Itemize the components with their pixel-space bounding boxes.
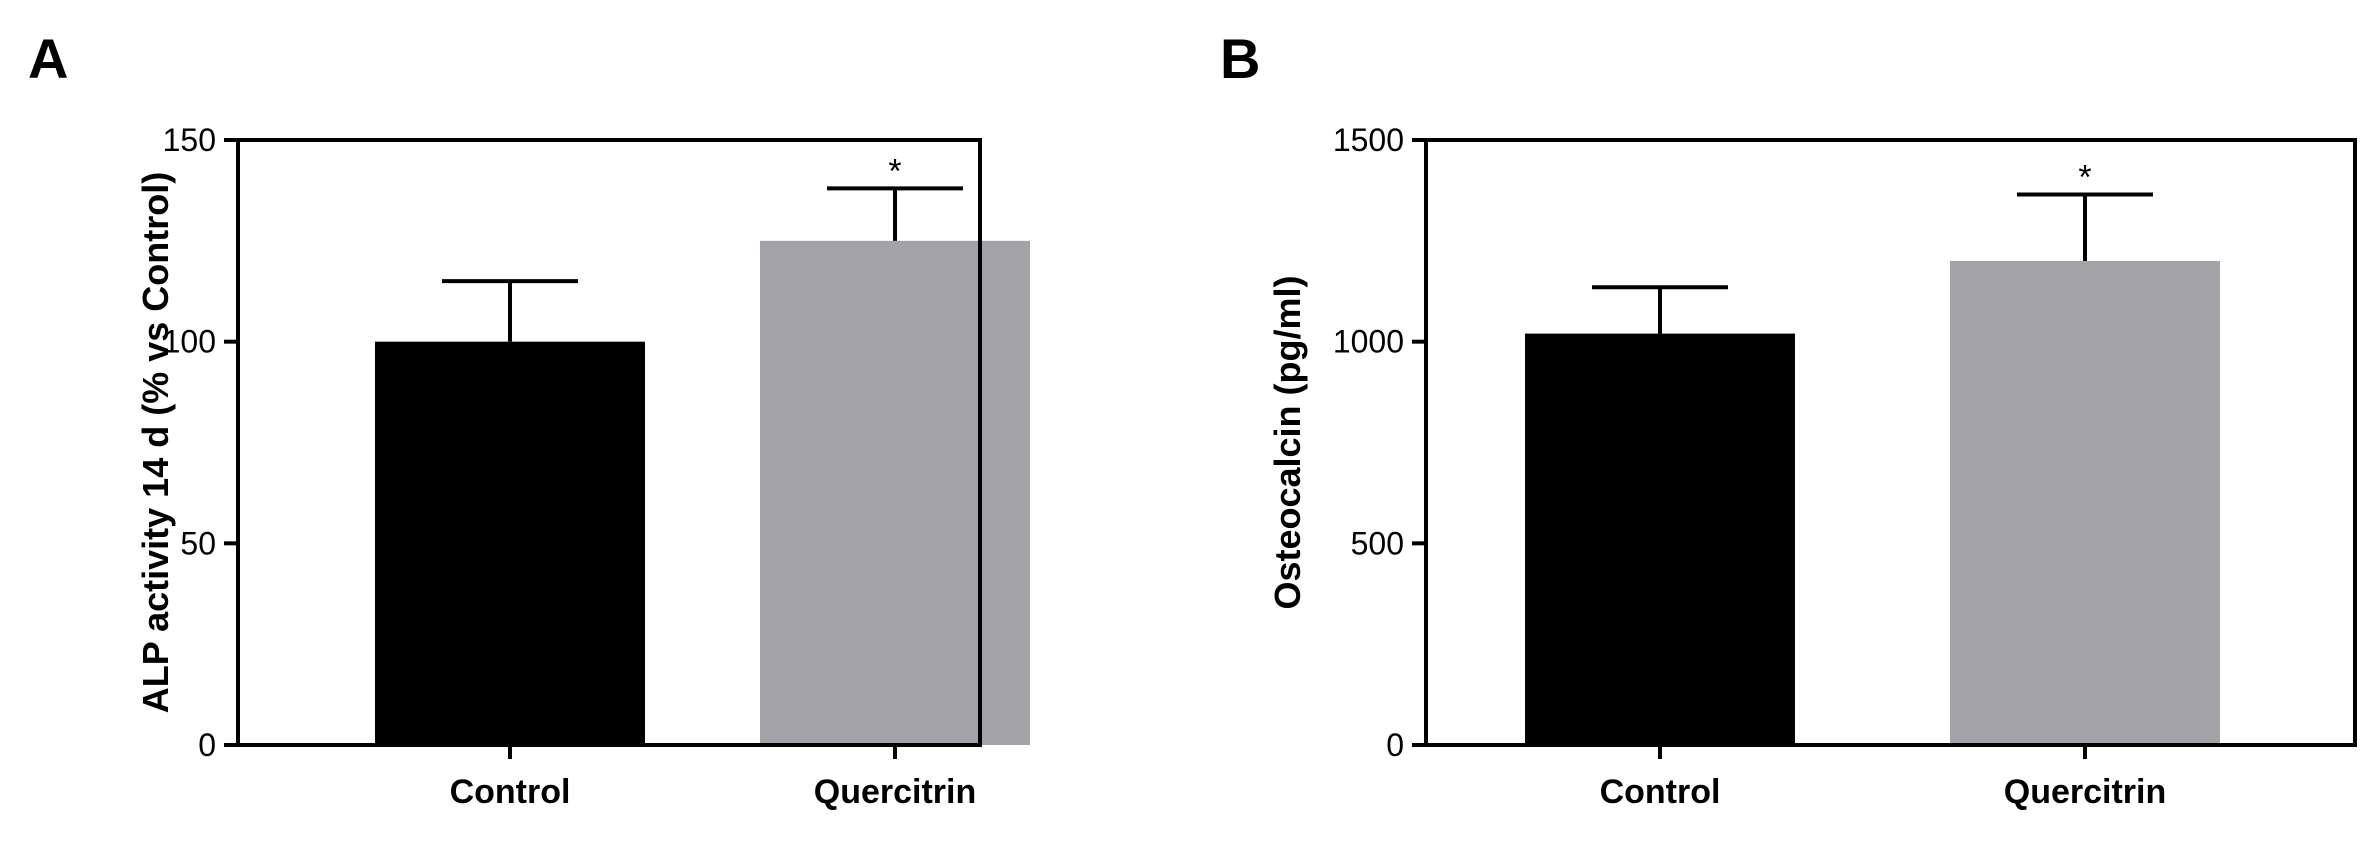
panel-letter-a: A — [28, 27, 68, 90]
panelb-y-tick-label: 500 — [1351, 525, 1404, 561]
panelb-x-tick-label-control: Control — [1600, 773, 1721, 811]
panela-y-tick-label: 50 — [180, 525, 216, 561]
panelb-x-tick-label-quercitrin: Quercitrin — [2004, 773, 2166, 811]
panela-x-tick-label-control: Control — [450, 773, 571, 811]
panelb-y-tick-label: 0 — [1386, 727, 1404, 763]
panelb-y-tick-label: 1500 — [1333, 122, 1404, 158]
panela-y-tick-label: 0 — [198, 727, 216, 763]
panel-letter-b: B — [1220, 27, 1260, 90]
panelb-plot-frame — [1424, 138, 2357, 747]
panela-bar-quercitrin — [760, 240, 1030, 746]
panela-plot-frame — [236, 138, 982, 747]
panelb-bar-control — [1525, 333, 1795, 745]
panela-y-tick-label: 100 — [163, 324, 216, 360]
panela-y-tick-label: 150 — [163, 122, 216, 158]
panelb-y-tick-label: 1000 — [1333, 324, 1404, 360]
panelb-bar-quercitrin — [1950, 261, 2220, 745]
panela-x-tick-label-quercitrin: Quercitrin — [814, 773, 976, 811]
panela-significance-mark: * — [888, 152, 901, 190]
panelb-y-axis-title: Osteocalcin (pg/ml) — [1267, 275, 1308, 609]
panelb-significance-mark: * — [2078, 158, 2091, 196]
panela-y-axis-title: ALP activity 14 d (% vs Control) — [135, 172, 176, 713]
panela-bar-control — [375, 341, 645, 745]
